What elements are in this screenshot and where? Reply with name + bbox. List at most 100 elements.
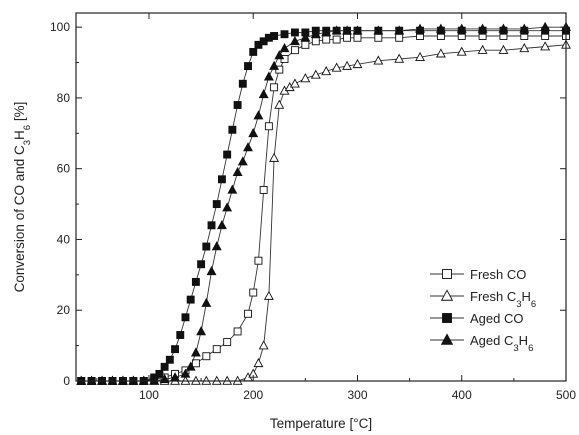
data-point	[202, 242, 211, 251]
y-axis-label-part: Conversion of CO and C	[12, 145, 27, 292]
legend-entry: Aged CO	[430, 311, 523, 326]
data-point	[244, 309, 252, 318]
axes	[75, 12, 567, 382]
legend-entry: Fresh CO	[430, 267, 526, 282]
data-point	[243, 142, 253, 152]
legend-label-part: H	[519, 333, 528, 348]
data-point	[202, 352, 211, 361]
data-point	[228, 125, 237, 134]
data-point	[253, 110, 264, 120]
data-point	[264, 122, 273, 131]
data-point	[477, 23, 488, 33]
data-point	[191, 359, 200, 368]
data-point	[181, 313, 190, 322]
data-point	[244, 62, 252, 71]
legend-marker	[440, 333, 454, 345]
x-tick-label: 400	[452, 388, 472, 402]
data-point	[185, 361, 196, 371]
data-point	[176, 331, 185, 339]
x-tick-label: 100	[139, 388, 159, 402]
data-point	[352, 25, 363, 35]
data-point	[415, 23, 425, 33]
data-point	[263, 290, 274, 300]
data-point	[259, 185, 268, 194]
data-point	[342, 60, 353, 70]
data-point	[373, 25, 384, 35]
data-point	[300, 73, 311, 83]
data-point	[311, 37, 320, 46]
data-point	[201, 297, 212, 307]
data-point	[373, 55, 384, 65]
data-series-layer	[76, 21, 571, 385]
legend-label-part: Fresh CO	[470, 267, 526, 282]
data-point	[456, 23, 467, 33]
y-tick-label: 20	[57, 303, 71, 317]
series-aged-co	[77, 26, 570, 385]
data-point	[249, 47, 258, 56]
data-point	[212, 345, 221, 354]
legend-label: Fresh CO	[470, 267, 526, 282]
data-point	[322, 35, 331, 44]
data-point	[342, 25, 353, 35]
legend-marker	[442, 313, 452, 323]
data-point	[238, 79, 247, 88]
data-point	[180, 368, 191, 378]
data-point	[415, 51, 425, 61]
plot-frame	[75, 12, 567, 382]
data-point	[477, 44, 488, 54]
data-point	[258, 89, 269, 99]
legend-label-part: 6	[531, 299, 536, 310]
data-point	[248, 127, 259, 138]
data-point	[258, 340, 269, 350]
data-point	[498, 44, 509, 54]
data-point	[223, 338, 232, 347]
data-point	[290, 28, 299, 37]
data-point	[171, 345, 179, 354]
data-point	[540, 41, 551, 51]
data-point	[321, 27, 332, 37]
data-point	[435, 23, 446, 33]
series-line	[81, 30, 566, 382]
data-point	[343, 33, 352, 42]
y-tick-label: 80	[57, 91, 71, 105]
legend-label-part: 6	[528, 343, 533, 354]
data-point	[206, 265, 217, 276]
data-point	[269, 60, 280, 70]
series-line	[81, 35, 566, 382]
data-point	[237, 156, 248, 166]
series-line	[81, 26, 566, 382]
data-point	[270, 32, 279, 40]
data-point	[269, 152, 280, 162]
data-point	[191, 277, 200, 286]
data-point	[227, 184, 238, 194]
x-axis-label: Temperature [°C]	[270, 416, 372, 431]
data-point	[435, 48, 446, 58]
data-point	[310, 69, 321, 79]
y-tick-label: 60	[57, 162, 71, 176]
x-tick-label: 300	[347, 388, 367, 402]
data-point	[218, 175, 226, 184]
data-point	[232, 166, 243, 176]
legend-marker	[440, 289, 454, 301]
y-axis-label: Conversion of CO and C3H6 [%]	[12, 102, 33, 293]
data-point	[253, 357, 264, 368]
data-point	[160, 362, 169, 371]
legend-label: Aged C3H6	[470, 333, 533, 354]
data-point	[223, 150, 232, 159]
data-point	[222, 202, 233, 212]
data-point	[321, 66, 332, 76]
data-point	[353, 33, 362, 42]
data-point	[249, 288, 258, 297]
axis-labels: 100 200 300 400 500 0 20 40 60 80 100 Temperature […	[12, 20, 576, 431]
data-point	[212, 200, 221, 209]
legend-entry: Fresh C3H6	[430, 289, 536, 310]
data-point	[374, 33, 383, 42]
data-point	[217, 219, 227, 230]
data-point	[196, 326, 207, 336]
data-point	[300, 32, 311, 42]
series-aged-c3h6	[76, 21, 571, 385]
data-point	[190, 347, 201, 357]
data-point	[395, 33, 404, 42]
